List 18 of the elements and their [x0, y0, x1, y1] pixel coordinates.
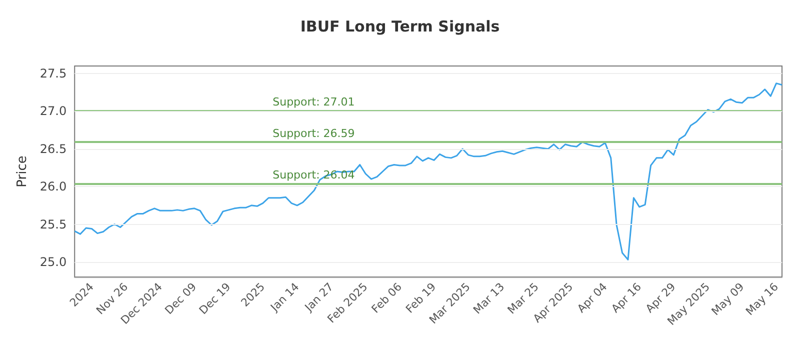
ref-line-label: Support: 26.59 [272, 127, 355, 140]
chart-title: IBUF Long Term Signals [300, 18, 500, 36]
y-tick-label: 25.5 [40, 217, 67, 232]
x-tick-label: Apr 04 [574, 280, 610, 316]
x-tick-label: Feb 06 [369, 280, 404, 316]
y-tick-label: 25.0 [40, 254, 67, 269]
y-tick-label: 27.5 [40, 66, 67, 81]
y-tick-label: 27.0 [40, 104, 67, 118]
y-axis-title: Price [15, 156, 30, 188]
x-tick-label: Jan 14 [267, 280, 302, 315]
x-tick-label: Apr 16 [608, 280, 644, 316]
ref-line-label: Support: 27.01 [272, 95, 355, 108]
y-tick-label: 26.5 [40, 142, 67, 156]
x-tick-label: Mar 13 [470, 280, 508, 317]
y-tick-label: 26.0 [40, 180, 67, 194]
line-series [74, 82, 783, 260]
x-tick-label: Dec 19 [196, 280, 234, 317]
x-tick-label: Dec 09 [162, 280, 200, 317]
